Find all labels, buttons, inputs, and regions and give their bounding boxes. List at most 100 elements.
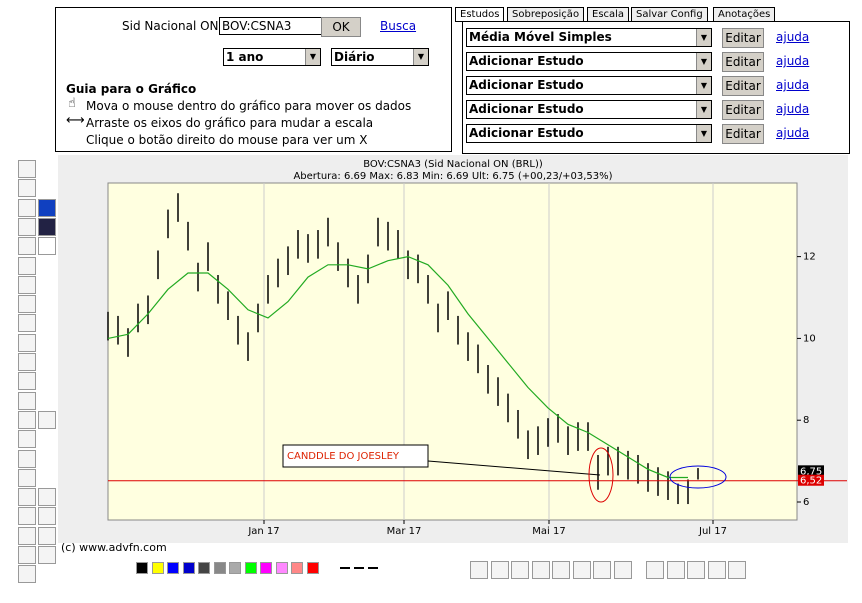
search-link[interactable]: Busca: [380, 19, 417, 33]
edit-button[interactable]: Editar: [722, 100, 764, 120]
tool-icon[interactable]: [18, 314, 36, 333]
tool-icon[interactable]: [18, 198, 36, 217]
guide-title: Guia para o Gráfico: [66, 82, 197, 96]
tool-icon[interactable]: [18, 179, 36, 198]
study-select[interactable]: Adicionar Estudo: [466, 76, 712, 95]
tool-icon[interactable]: [38, 410, 56, 429]
tool-icon[interactable]: [38, 198, 56, 217]
tab[interactable]: Salvar Config: [631, 7, 708, 22]
tool-icon[interactable]: [18, 449, 36, 468]
interval-select[interactable]: Diário: [331, 48, 429, 66]
study-select[interactable]: Adicionar Estudo: [466, 124, 712, 143]
color-swatch[interactable]: [136, 562, 148, 574]
help-link[interactable]: ajuda: [776, 30, 810, 44]
edit-button[interactable]: Editar: [722, 76, 764, 96]
color-swatch[interactable]: [182, 562, 195, 574]
chart-type-icon[interactable]: [666, 561, 685, 579]
study-select[interactable]: Adicionar Estudo: [466, 52, 712, 71]
symbol-input[interactable]: BOV:CSNA3: [219, 17, 332, 35]
tool-icon[interactable]: [18, 391, 36, 410]
tool-icon[interactable]: [18, 353, 36, 371]
ok-button[interactable]: OK: [321, 17, 361, 37]
edit-button[interactable]: Editar: [722, 52, 764, 72]
chart-type-icon[interactable]: [613, 561, 632, 579]
tool-icon[interactable]: [18, 546, 36, 564]
help-link[interactable]: ajuda: [776, 102, 810, 116]
chart-type-icon[interactable]: [490, 561, 509, 579]
color-swatch[interactable]: [291, 562, 303, 574]
tool-icon[interactable]: [38, 546, 56, 564]
chart-type-icon[interactable]: [687, 561, 705, 579]
tab[interactable]: Anotações: [713, 7, 776, 22]
chart-type-icon[interactable]: [593, 561, 611, 579]
tool-icon[interactable]: [38, 237, 56, 256]
help-link[interactable]: ajuda: [776, 126, 810, 140]
tool-icon[interactable]: [18, 410, 36, 429]
tab[interactable]: Escala: [587, 7, 630, 22]
color-swatch[interactable]: [275, 562, 288, 574]
chart-type-icon[interactable]: [552, 561, 570, 579]
tool-icon[interactable]: [18, 526, 36, 545]
tool-icon[interactable]: [18, 237, 36, 256]
color-swatch[interactable]: [151, 562, 164, 574]
color-swatch[interactable]: [260, 562, 272, 574]
chart-title: BOV:CSNA3 (Sid Nacional ON (BRL)): [363, 159, 543, 170]
tool-icon[interactable]: [18, 507, 36, 526]
x-tick-label: Mai 17: [532, 526, 565, 537]
color-swatch[interactable]: [244, 562, 257, 574]
tool-icon[interactable]: [18, 295, 36, 314]
line-style[interactable]: [368, 567, 378, 569]
y-tick-label: 10: [803, 333, 816, 344]
chart-type-icon[interactable]: [470, 561, 488, 579]
highlight-red: [588, 447, 614, 503]
price-label: 6,52: [800, 476, 822, 487]
tool-icon[interactable]: [18, 468, 36, 487]
y-tick-label: 8: [803, 415, 809, 426]
tool-icon[interactable]: [18, 275, 36, 294]
studies-panel: Média Móvel Simples Editar ajuda Adicionar …: [462, 21, 850, 154]
color-swatch[interactable]: [306, 562, 319, 574]
tool-icon[interactable]: [18, 256, 36, 275]
tool-icon[interactable]: [38, 217, 56, 236]
tool-icon[interactable]: [18, 217, 36, 236]
tool-icon[interactable]: [18, 488, 36, 507]
period-select[interactable]: 1 ano: [223, 48, 321, 66]
tool-icon[interactable]: [18, 333, 36, 352]
color-swatch[interactable]: [167, 562, 179, 574]
tool-icon[interactable]: [18, 430, 36, 449]
help-link[interactable]: ajuda: [776, 54, 810, 68]
color-swatch[interactable]: [229, 562, 241, 574]
line-style[interactable]: [340, 567, 350, 569]
tab[interactable]: Sobreposição: [507, 7, 585, 22]
chart-type-icon[interactable]: [531, 561, 550, 579]
chart-type-icon[interactable]: [511, 561, 529, 579]
chart-subtitle: Abertura: 6.69 Max: 6.83 Min: 6.69 Ult: …: [293, 171, 612, 182]
price-label: 6,75: [800, 466, 822, 477]
tool-icon[interactable]: [18, 372, 36, 391]
study-select[interactable]: Média Móvel Simples: [466, 28, 712, 47]
study-select[interactable]: Adicionar Estudo: [466, 100, 712, 119]
tab[interactable]: Estudos: [455, 7, 505, 22]
highlight-blue: [669, 465, 727, 489]
tool-icon[interactable]: [18, 565, 36, 584]
chart-type-icon[interactable]: [646, 561, 664, 579]
edit-button[interactable]: Editar: [722, 28, 764, 48]
search-panel: Sid Nacional ON BOV:CSNA3 OK Busca 1 ano…: [55, 7, 452, 152]
tool-icon[interactable]: [18, 160, 36, 178]
color-swatch[interactable]: [198, 562, 210, 574]
y-tick-label: 12: [803, 252, 816, 263]
chart-type-icon[interactable]: [728, 561, 746, 579]
tool-icon[interactable]: [38, 526, 56, 545]
tool-icon[interactable]: [38, 488, 56, 507]
edit-button[interactable]: Editar: [722, 124, 764, 144]
annotation-box: [282, 444, 429, 468]
chart-type-icon[interactable]: [707, 561, 726, 579]
line-style[interactable]: [354, 567, 364, 569]
x-tick-label: Jul 17: [698, 526, 727, 537]
guide-line: Mova o mouse dentro do gráfico para move…: [86, 99, 412, 113]
chart-type-icon[interactable]: [572, 561, 591, 579]
tool-icon[interactable]: [38, 507, 56, 526]
color-swatch[interactable]: [213, 562, 226, 574]
help-link[interactable]: ajuda: [776, 78, 810, 92]
